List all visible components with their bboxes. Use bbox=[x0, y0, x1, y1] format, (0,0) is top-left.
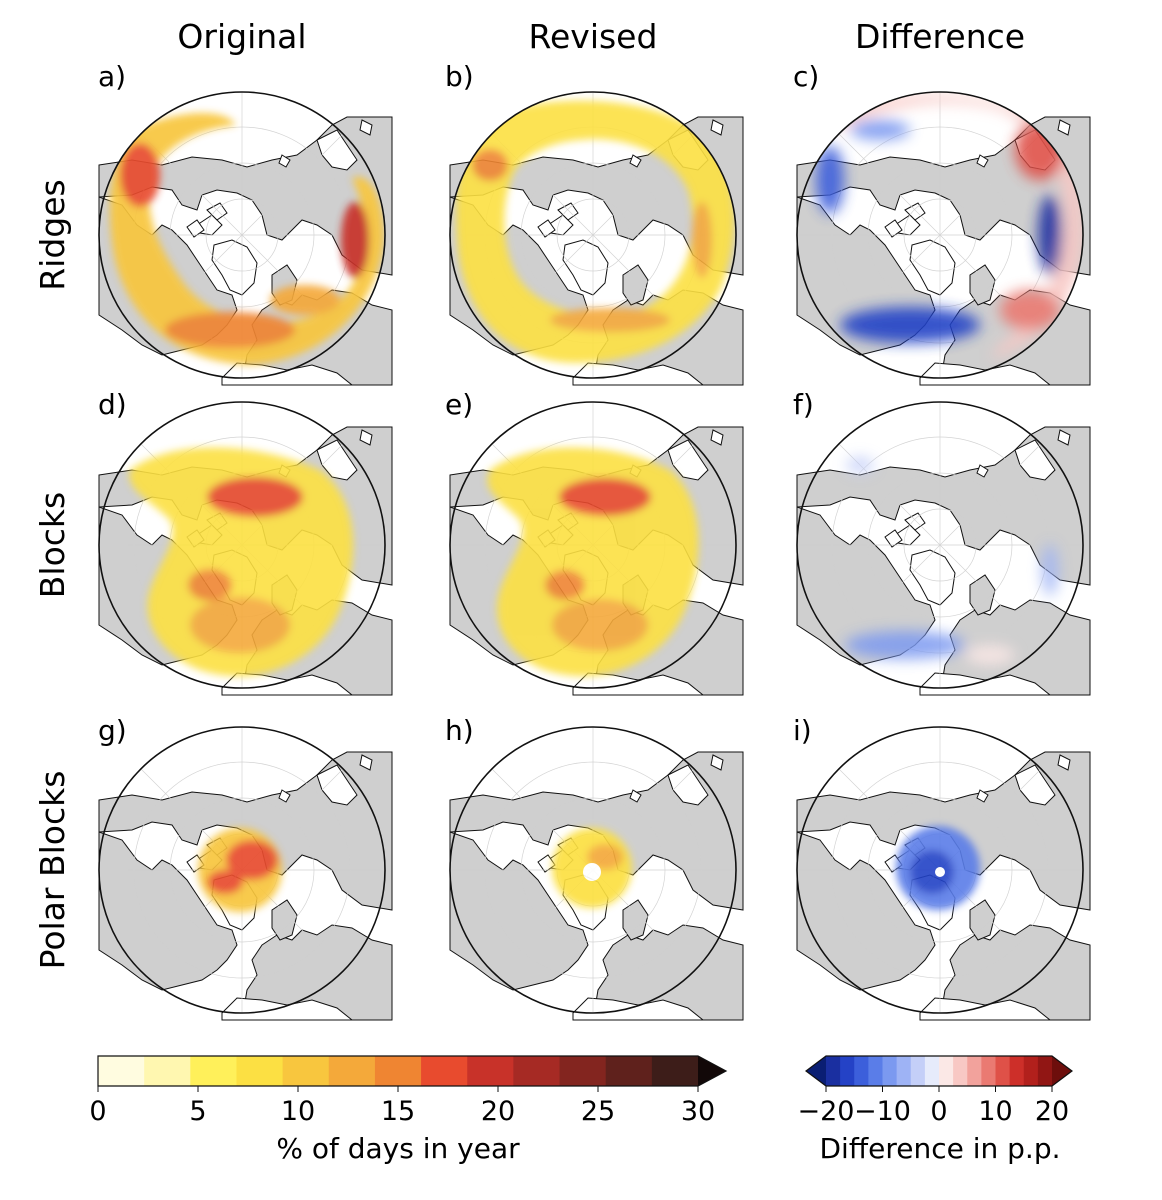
colorbar-difference-bin bbox=[826, 1056, 841, 1086]
map-outline-g bbox=[98, 726, 386, 1014]
colorbar-difference-bin bbox=[995, 1056, 1011, 1086]
map-outline-f bbox=[796, 401, 1084, 689]
colorbar-difference-bin bbox=[868, 1056, 883, 1086]
colorbar-frequency-bin bbox=[190, 1056, 237, 1086]
colorbar-difference-tick-label: −20 bbox=[798, 1096, 855, 1127]
panel-label-d: d) bbox=[98, 388, 127, 421]
colorbar-difference-bin bbox=[1037, 1056, 1053, 1086]
panel-label-g: g) bbox=[98, 714, 127, 747]
map-panel-h bbox=[449, 726, 744, 1021]
colorbar-difference-tick-label: 20 bbox=[1035, 1096, 1069, 1127]
colorbar-frequency-extend bbox=[698, 1056, 726, 1086]
colorbar-frequency-frame bbox=[97, 1055, 728, 1087]
colorbar-frequency-ticks: 0 5 10 15 20 25 30 bbox=[89, 1086, 715, 1127]
colorbar-difference-bin bbox=[981, 1056, 996, 1086]
map-panel-c bbox=[796, 91, 1091, 386]
colorbar-difference-ticks: −20 −10 0 10 20 bbox=[798, 1086, 1069, 1127]
colorbar-difference-bin bbox=[953, 1056, 968, 1086]
map-outline-c bbox=[796, 91, 1084, 379]
panel-label-a: a) bbox=[98, 60, 126, 93]
map-panel-g bbox=[98, 726, 393, 1021]
colorbar-frequency bbox=[97, 1055, 728, 1087]
colorbar-difference-bin bbox=[939, 1056, 954, 1086]
column-title-difference: Difference bbox=[855, 17, 1025, 56]
panel-label-c: c) bbox=[793, 60, 819, 93]
colorbar-frequency-bin bbox=[98, 1056, 145, 1086]
colorbar-difference-bin bbox=[1023, 1056, 1039, 1086]
colorbar-frequency-tick-label: 5 bbox=[189, 1096, 206, 1127]
colorbar-difference-extend-high bbox=[1052, 1056, 1072, 1086]
map-panel-f bbox=[796, 401, 1091, 696]
panel-label-b: b) bbox=[445, 60, 474, 93]
colorbar-difference-bin bbox=[1009, 1056, 1025, 1086]
panel-label-i: i) bbox=[793, 714, 812, 747]
colorbar-frequency-bin bbox=[559, 1056, 607, 1086]
colorbar-difference-bin bbox=[924, 1056, 940, 1086]
colorbar-frequency-bin bbox=[236, 1056, 284, 1086]
colorbar-frequency-tick-label: 10 bbox=[281, 1096, 315, 1127]
colorbar-difference bbox=[805, 1055, 1073, 1087]
map-panel-d bbox=[98, 401, 393, 696]
colorbar-difference-bin bbox=[854, 1056, 869, 1086]
colorbar-difference-label: Difference in p.p. bbox=[819, 1132, 1060, 1165]
panel-label-f: f) bbox=[793, 388, 814, 421]
colorbar-difference-bin bbox=[967, 1056, 982, 1086]
map-outline-i bbox=[796, 726, 1084, 1014]
map-panel-a bbox=[98, 91, 393, 386]
colorbar-frequency-label: % of days in year bbox=[276, 1132, 520, 1165]
panel-label-h: h) bbox=[445, 714, 474, 747]
colorbar-frequency-bin bbox=[651, 1056, 699, 1086]
row-title-ridges: Ridges bbox=[33, 179, 72, 291]
colorbar-frequency-tick-label: 25 bbox=[581, 1096, 615, 1127]
map-outline-d bbox=[98, 401, 386, 689]
colorbar-frequency-tick-label: 0 bbox=[89, 1096, 106, 1127]
colorbar-frequency-bin bbox=[328, 1056, 376, 1086]
colorbar-difference-tick-label: −10 bbox=[854, 1096, 911, 1127]
colorbar-frequency-bin bbox=[467, 1056, 514, 1086]
colorbar-difference-extend-low bbox=[806, 1056, 826, 1086]
colorbar-frequency-bin bbox=[282, 1056, 330, 1086]
map-outline-b bbox=[449, 91, 737, 379]
colorbar-frequency-bin bbox=[421, 1056, 468, 1086]
colorbar-difference-bin bbox=[910, 1056, 926, 1086]
map-outline-h bbox=[449, 726, 737, 1014]
map-panel-e bbox=[449, 401, 744, 696]
colorbar-frequency-bin bbox=[513, 1056, 561, 1086]
colorbar-frequency-tick-label: 30 bbox=[681, 1096, 715, 1127]
colorbar-frequency-bin bbox=[605, 1056, 653, 1086]
colorbar-difference-bin bbox=[896, 1056, 912, 1086]
colorbar-difference-bin bbox=[882, 1056, 898, 1086]
colorbar-difference-tick-label: 10 bbox=[978, 1096, 1012, 1127]
column-title-revised: Revised bbox=[529, 17, 658, 56]
map-outline-a bbox=[98, 91, 386, 379]
colorbar-frequency-tick-label: 20 bbox=[481, 1096, 515, 1127]
column-title-original: Original bbox=[177, 17, 306, 56]
map-outline-e bbox=[449, 401, 737, 689]
colorbar-difference-bin bbox=[840, 1056, 855, 1086]
map-panel-b bbox=[449, 91, 744, 386]
colorbar-frequency-tick-label: 15 bbox=[381, 1096, 415, 1127]
colorbar-frequency-bin bbox=[374, 1056, 422, 1086]
row-title-blocks: Blocks bbox=[33, 492, 72, 598]
colorbar-difference-tick-label: 0 bbox=[930, 1096, 947, 1127]
panel-label-e: e) bbox=[445, 388, 473, 421]
row-title-polar-blocks: Polar Blocks bbox=[33, 771, 72, 970]
map-panel-i bbox=[796, 726, 1091, 1021]
colorbar-frequency-bin bbox=[144, 1056, 191, 1086]
